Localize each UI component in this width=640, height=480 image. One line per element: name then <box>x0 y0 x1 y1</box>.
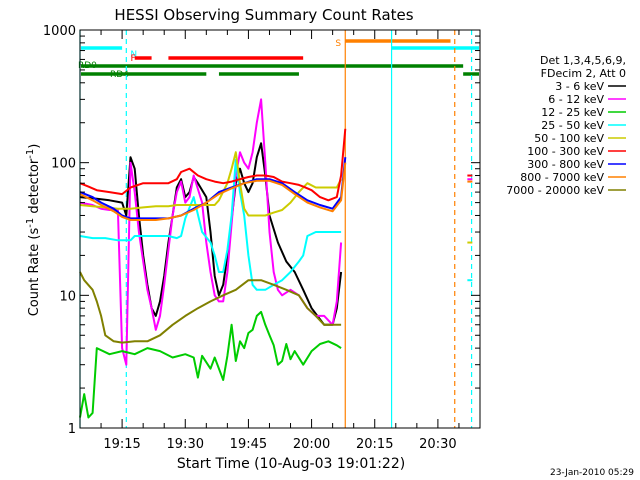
x-axis-label: Start Time (10-Aug-03 19:01:22) <box>177 456 405 472</box>
y-tick-label: 1 <box>68 422 76 437</box>
legend-entry: 100 - 300 keV <box>527 145 604 158</box>
y-axis: 1 10 100 1000 <box>43 24 480 437</box>
legend: Det 1,3,4,5,6,9,FDecim 2, Att 03 - 6 keV… <box>506 54 626 197</box>
legend-entry: 50 - 100 keV <box>534 132 604 145</box>
legend-header: FDecim 2, Att 0 <box>541 67 626 80</box>
footer-date: 23-Jan-2010 05:29 <box>550 468 634 478</box>
x-axis: 19:15 19:30 19:45 20:00 20:15 20:30 <box>79 30 481 452</box>
x-tick-label: 20:00 <box>293 437 330 452</box>
chart-title: HESSI Observing Summary Count Rates <box>114 6 413 24</box>
legend-entry: 300 - 800 keV <box>527 158 604 171</box>
plot-frame <box>79 29 481 429</box>
x-tick-label: 20:15 <box>356 437 393 452</box>
series-line <box>79 271 342 344</box>
y-tick-label: 1000 <box>43 24 76 39</box>
series-line <box>79 310 342 419</box>
legend-entry: 7000 - 20000 keV <box>506 184 604 197</box>
series-line <box>79 98 343 366</box>
flag-label: N <box>130 50 137 60</box>
series-line <box>79 162 347 221</box>
flag-label: F <box>131 54 136 64</box>
legend-entry: 12 - 25 keV <box>541 106 604 119</box>
x-tick-label: 20:30 <box>419 437 456 452</box>
legend-entry: 3 - 6 keV <box>555 80 604 93</box>
plot-series <box>79 98 473 419</box>
legend-header: Det 1,3,4,5,6,9, <box>540 54 626 67</box>
y-axis-label: Count Rate (s-1 detector-1) <box>25 144 42 317</box>
y-tick-label: 100 <box>51 157 76 172</box>
y-tick-label: 10 <box>59 289 76 304</box>
x-tick-label: 19:30 <box>167 437 204 452</box>
flag-bars: NF S RD0 RD4 <box>78 39 479 80</box>
series-line <box>79 151 342 217</box>
flag-label: S <box>335 39 341 49</box>
legend-entry: 800 - 7000 keV <box>520 171 604 184</box>
legend-entry: 25 - 50 keV <box>541 119 604 132</box>
x-tick-label: 19:15 <box>103 437 140 452</box>
x-tick-label: 19:45 <box>230 437 267 452</box>
series-line <box>79 158 342 291</box>
series-line <box>79 128 347 202</box>
legend-entry: 6 - 12 keV <box>548 93 604 106</box>
flag-label: RD4 <box>110 70 129 80</box>
flag-label: RD0 <box>78 61 97 71</box>
